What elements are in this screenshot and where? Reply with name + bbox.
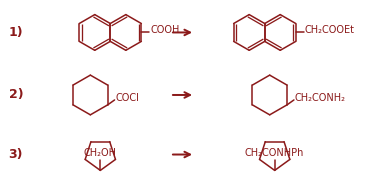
Text: CH₂COOEt: CH₂COOEt [305, 25, 355, 36]
Text: CH₂CONH₂: CH₂CONH₂ [295, 93, 346, 103]
Text: CH₂CONHPh: CH₂CONHPh [245, 148, 304, 158]
Text: 2): 2) [9, 89, 23, 102]
Text: 1): 1) [9, 26, 23, 39]
Text: 3): 3) [9, 148, 23, 161]
Text: COOH: COOH [150, 25, 180, 36]
Text: CH₂OH: CH₂OH [84, 148, 117, 158]
Text: COCl: COCl [115, 93, 139, 103]
